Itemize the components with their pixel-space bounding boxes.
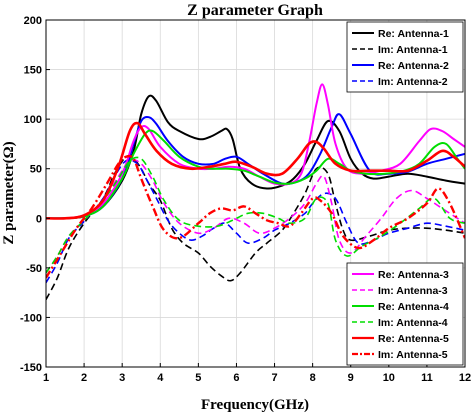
chart-title: Z parameter Graph [187, 2, 323, 19]
y-tick-label: 150 [24, 65, 42, 77]
y-tick-label: 0 [36, 213, 42, 225]
y-tick-label: 200 [24, 15, 42, 27]
series-line-im-antenna-3 [46, 159, 465, 274]
plot-frame [45, 19, 466, 368]
x-tick-label: 9 [348, 372, 354, 384]
y-axis-label: Z parameter(Ω) [1, 141, 17, 244]
x-tick-label: 10 [383, 372, 395, 384]
legend-label: Im: Antenna-4 [378, 317, 448, 329]
legend-layer: Re: Antenna-1 Im: Antenna-1 Re: Antenna-2 I… [346, 21, 464, 366]
series-layer [46, 83, 465, 300]
legend-label: Im: Antenna-2 [378, 76, 448, 88]
series-line-re-antenna-5 [46, 121, 465, 220]
x-tick-label: 1 [43, 372, 49, 384]
x-tick-label: 12 [459, 372, 471, 384]
y-tick-label: -150 [20, 362, 42, 374]
series-line-im-antenna-5 [46, 154, 465, 279]
legend-label: Re: Antenna-5 [378, 333, 449, 345]
y-tick-label: 100 [24, 114, 42, 126]
x-axis-label: Frequency(GHz) [201, 397, 309, 413]
legend-label: Re: Antenna-2 [378, 60, 449, 72]
legend-label: Re: Antenna-1 [378, 28, 449, 40]
legend-label: Re: Antenna-3 [378, 269, 449, 281]
legend-label: Im: Antenna-5 [378, 349, 448, 361]
x-tick-label: 6 [233, 372, 239, 384]
legend-label: Im: Antenna-3 [378, 285, 448, 297]
x-tick-label: 4 [157, 372, 164, 384]
y-tick-label: 50 [30, 164, 42, 176]
legend-label: Re: Antenna-4 [378, 301, 449, 313]
x-tick-label: 8 [310, 372, 316, 384]
x-tick-label: 2 [81, 372, 87, 384]
y-tick-label: -50 [26, 263, 42, 275]
legend-box [346, 21, 464, 93]
legend-box [346, 262, 464, 366]
x-tick-label: 11 [421, 372, 433, 384]
legend-label: Im: Antenna-1 [378, 44, 448, 56]
x-tick-label: 7 [271, 372, 277, 384]
series-line-im-antenna-4 [46, 156, 465, 274]
y-tick-label: -100 [20, 312, 42, 324]
x-tick-label: 5 [195, 372, 201, 384]
x-tick-label: 3 [119, 372, 125, 384]
